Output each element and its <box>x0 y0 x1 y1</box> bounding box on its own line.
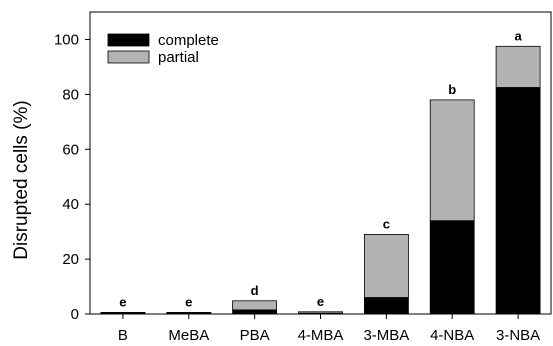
bar-partial-PBA <box>232 300 278 311</box>
y-axis-title: Disrupted cells (%) <box>11 100 32 259</box>
bar-complete-3-NBA <box>495 87 541 315</box>
bar-partial-3-NBA <box>495 45 541 88</box>
significance-label-4-MBA: e <box>317 294 324 309</box>
bar-complete-PBA <box>232 309 278 315</box>
bar-group <box>100 45 541 315</box>
significance-label-4-NBA: b <box>448 82 456 97</box>
x-tick-label-4-NBA: 4-NBA <box>430 327 474 344</box>
legend-swatch-complete <box>107 33 150 47</box>
significance-label-PBA: d <box>251 283 259 298</box>
y-tick-label-20: 20 <box>62 251 79 268</box>
x-tick-label-4-MBA: 4-MBA <box>298 327 344 344</box>
significance-label-3-MBA: c <box>383 216 390 231</box>
bar-partial-B <box>100 311 146 314</box>
x-tick-label-B: B <box>118 327 128 344</box>
y-tick-label-40: 40 <box>62 196 79 213</box>
y-tick-label-60: 60 <box>62 141 79 158</box>
significance-label-B: e <box>119 294 126 309</box>
bar-complete-3-MBA <box>363 297 409 315</box>
significance-label-MeBA: e <box>185 294 192 309</box>
y-tick-label-80: 80 <box>62 86 79 103</box>
y-tick-label-0: 0 <box>71 306 79 323</box>
x-tick-label-3-MBA: 3-MBA <box>363 327 409 344</box>
x-tick-label-PBA: PBA <box>240 327 270 344</box>
bar-partial-3-MBA <box>363 233 409 298</box>
significance-labels: e e d e c b a <box>119 28 522 309</box>
axes: B MeBA PBA 4-MBA 3-MBA 4-NBA 3-NBA 0 20 40 60 80 100 <box>54 11 552 344</box>
bar-partial-4-MBA <box>298 311 343 314</box>
plot-frame <box>89 11 552 315</box>
y-tick-label-100: 100 <box>54 32 79 49</box>
bar-partial-4-NBA <box>429 99 475 222</box>
significance-label-3-NBA: a <box>514 28 522 43</box>
bar-partial-MeBA <box>166 311 212 314</box>
bar-complete-4-NBA <box>429 220 475 315</box>
legend-swatch-partial <box>107 50 150 64</box>
legend-label-complete: complete <box>158 32 219 49</box>
legend-label-partial: partial <box>158 49 199 66</box>
x-tick-label-3-NBA: 3-NBA <box>496 327 540 344</box>
x-tick-label-MeBA: MeBA <box>168 327 209 344</box>
